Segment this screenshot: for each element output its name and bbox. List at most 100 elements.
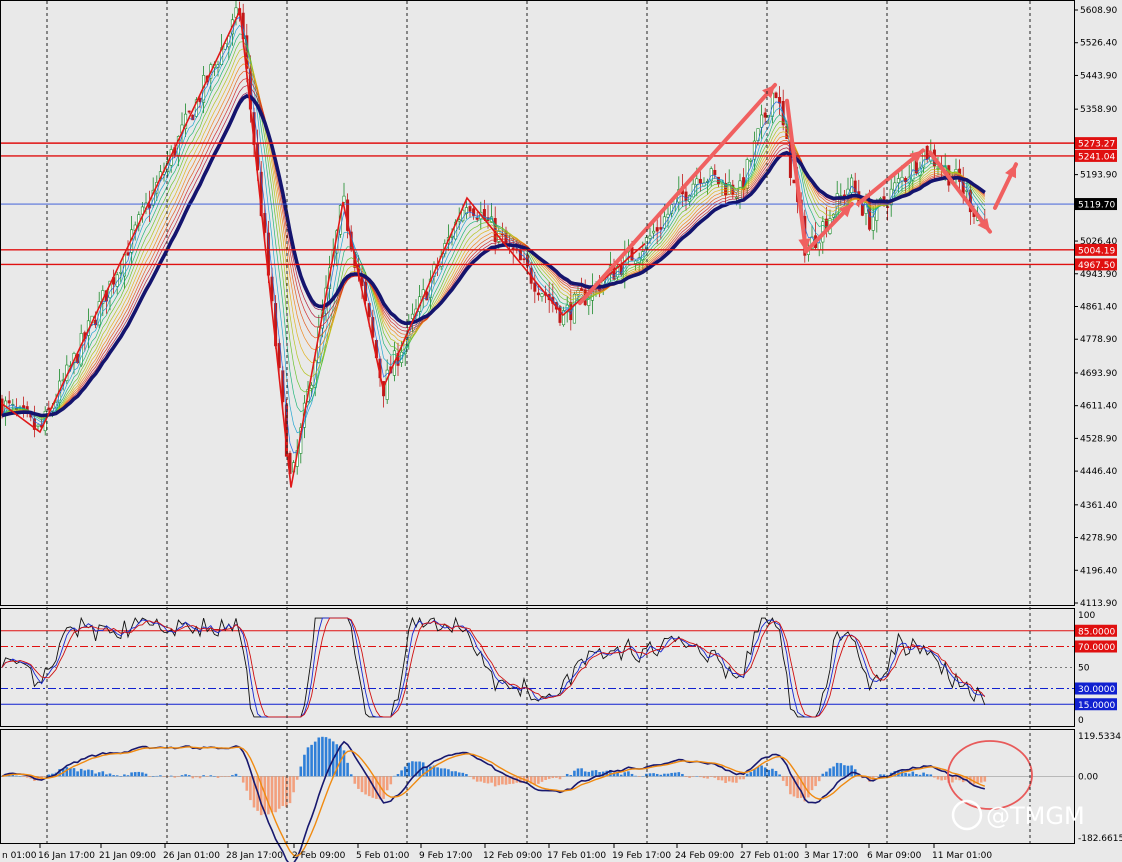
histogram-bar — [22, 776, 25, 777]
candle-body — [850, 177, 854, 193]
histogram-bar — [231, 775, 234, 777]
histogram-bar — [753, 768, 756, 777]
histogram-bar — [25, 776, 29, 778]
histogram-bar — [839, 763, 843, 777]
oscillator-line — [1, 617, 985, 718]
histogram-bar — [267, 776, 270, 815]
histogram-bar — [83, 770, 87, 777]
histogram-bar — [101, 771, 105, 777]
candle-body — [734, 197, 738, 199]
histogram-bar — [310, 744, 313, 777]
histogram-bar — [519, 776, 522, 783]
price-tick-label: 5608.90 — [1080, 6, 1117, 16]
histogram-bar — [745, 773, 749, 777]
histogram-bar — [706, 776, 709, 779]
price-tick-label: 5026.40 — [1080, 237, 1117, 247]
histogram-bar — [828, 768, 832, 777]
candle-body — [558, 306, 562, 323]
trend-arrow-shaft — [578, 82, 777, 306]
histogram-bar — [87, 769, 90, 777]
histogram-bar — [580, 768, 583, 777]
price-level-badge — [1075, 258, 1117, 271]
candle-body — [475, 217, 479, 220]
histogram-bar — [843, 765, 846, 777]
histogram-bar — [234, 773, 238, 777]
histogram-bar — [720, 776, 724, 781]
histogram-bar — [375, 776, 378, 799]
histogram-bar — [155, 775, 159, 777]
histogram-pane-frame — [0, 729, 1075, 844]
candle-body — [572, 293, 576, 324]
histogram-bar — [749, 772, 753, 777]
oscillator-level-badge — [1075, 624, 1117, 637]
histogram-bar — [144, 773, 148, 777]
candle-body — [47, 407, 51, 410]
zigzag-line — [0, 7, 646, 488]
histogram-bar — [209, 775, 213, 777]
histogram-bar — [414, 761, 418, 777]
histogram-bar — [742, 776, 745, 780]
histogram-bar — [450, 771, 454, 777]
watermark-logo-icon — [951, 799, 983, 831]
histogram-bar — [565, 773, 569, 777]
candle-body — [925, 145, 929, 160]
histogram-bar — [241, 776, 245, 783]
histogram-bar — [540, 776, 544, 782]
histogram-bar — [915, 774, 918, 777]
x-axis-label: 24 Feb 09:00 — [675, 851, 734, 861]
histogram-bar — [371, 776, 375, 798]
histogram-bar — [832, 766, 835, 777]
histogram-bar — [393, 775, 396, 777]
oscillator-pane — [0, 616, 1074, 718]
histogram-bar — [184, 774, 187, 777]
histogram-tick-label: 0.00 — [1078, 772, 1098, 782]
histogram-bar — [0, 776, 4, 777]
histogram-bar — [213, 776, 216, 777]
candle-body — [767, 115, 771, 118]
histogram-bar — [684, 776, 688, 777]
histogram-bar — [227, 776, 231, 777]
candle-body — [36, 424, 40, 427]
histogram-bar — [817, 776, 821, 782]
histogram-bar — [29, 776, 33, 779]
histogram-bar — [533, 776, 537, 785]
histogram-bar — [130, 772, 133, 777]
histogram-bar — [205, 776, 209, 777]
histogram-bar — [493, 776, 497, 787]
candle-body — [688, 195, 692, 202]
highlight-circle — [947, 740, 1033, 810]
candle-body — [457, 219, 461, 222]
candle-body — [644, 237, 648, 250]
x-axis-label: 27 Feb 01:00 — [740, 851, 799, 861]
histogram-bar — [637, 776, 641, 777]
price-level-label: 5004.19 — [1078, 246, 1115, 256]
ribbon-line — [1, 41, 986, 420]
histogram-bar — [965, 776, 969, 782]
histogram-bar — [738, 776, 742, 780]
histogram-bar — [288, 776, 292, 804]
oscillator-line — [1, 616, 986, 718]
histogram-bar — [645, 773, 648, 777]
histogram-bar — [475, 776, 479, 782]
histogram-bar — [468, 776, 472, 777]
candle-body — [886, 206, 890, 208]
histogram-bar — [119, 776, 123, 777]
candle-body — [655, 227, 659, 232]
histogram-bar — [198, 776, 202, 779]
histogram-bar — [666, 773, 670, 777]
histogram-bar — [90, 770, 94, 777]
histogram-bar — [216, 776, 220, 778]
signal-line — [1, 746, 986, 857]
histogram-bar — [951, 776, 954, 783]
histogram-bar — [727, 776, 731, 782]
histogram-bar — [792, 776, 796, 797]
histogram-bar — [385, 776, 389, 791]
histogram-bar — [317, 737, 321, 777]
price-tick-label: 5526.40 — [1080, 39, 1117, 49]
histogram-bar — [677, 772, 681, 777]
histogram-bar — [587, 771, 591, 777]
histogram-bar — [681, 773, 684, 777]
histogram-bar — [443, 768, 447, 777]
